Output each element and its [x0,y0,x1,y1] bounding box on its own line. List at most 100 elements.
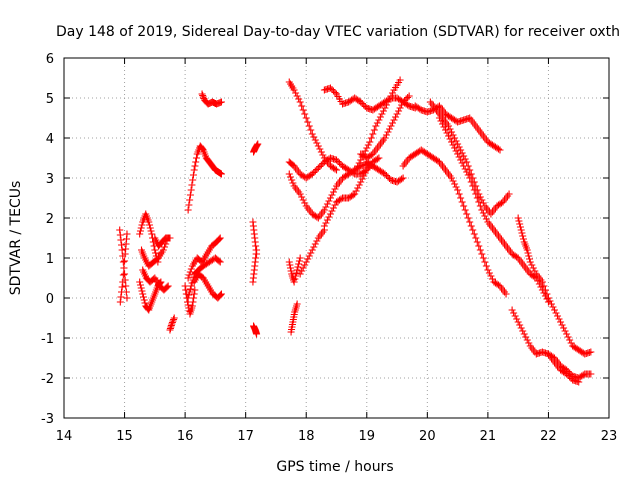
data-point [310,169,318,176]
data-point [192,154,200,162]
data-point [538,278,546,286]
data-point [187,265,195,273]
data-point [385,95,393,103]
series-arc-c5 [184,142,225,214]
data-point [547,300,555,308]
data-point [537,283,545,291]
data-point [375,116,383,124]
data-point [551,306,558,314]
data-point [292,89,300,97]
x-tick-label: 15 [116,429,133,444]
data-point [198,90,206,98]
data-point [469,182,477,190]
data-point [181,282,189,290]
series-arc-i1 [514,214,595,358]
data-point [140,296,148,304]
y-tick-label: 5 [46,92,54,107]
data-point [475,198,483,206]
data-point [253,141,261,149]
data-point [488,275,496,283]
data-point [463,168,471,176]
data-point [479,254,487,262]
data-point [299,264,307,272]
data-point [323,200,331,208]
data-point [435,114,443,122]
data-point [399,174,407,182]
data-point [301,110,309,118]
data-point [302,114,310,122]
data-point [587,348,595,356]
data-point [449,141,457,149]
data-point [470,230,478,238]
data-point [402,95,410,103]
data-point [381,134,389,142]
series-arc-d2 [249,246,261,286]
data-point [123,230,131,238]
data-point [360,101,368,109]
data-point [326,84,334,92]
data-point [485,269,493,277]
data-point [487,272,495,280]
data-point [121,270,129,278]
data-point [446,125,454,133]
data-point [120,264,128,272]
data-point [467,170,475,178]
data-point [376,113,384,121]
data-point [382,101,390,109]
data-point [118,246,126,254]
data-point [253,246,261,254]
data-point [563,370,571,378]
series-arc-a1 [116,226,131,302]
data-point [384,173,392,181]
data-point [168,319,176,326]
data-point [567,339,575,347]
series-arc-h3 [426,98,513,218]
data-point [141,299,149,307]
data-point [531,273,539,281]
data-point [579,371,587,379]
data-point [522,333,530,341]
data-point [310,243,318,251]
data-point [293,300,301,308]
data-point [455,153,463,161]
data-point [457,146,465,154]
data-point [184,274,192,282]
data-point [564,333,572,341]
data-point [463,210,471,218]
data-point [529,264,537,272]
series-arc-b3 [138,234,172,270]
data-point [552,309,560,317]
data-point [479,199,487,207]
data-point [328,86,336,93]
data-point [457,156,465,164]
data-point [293,92,301,100]
data-point [138,221,146,229]
data-point [524,249,532,257]
series-arc-b4 [151,234,174,250]
data-point [294,263,302,271]
series-arc-i3 [544,350,583,386]
data-point [464,171,472,179]
data-point [526,258,534,266]
data-point [323,216,331,224]
data-point [188,302,196,310]
data-point [116,231,124,239]
data-point [549,303,557,311]
series-arc-h1 [411,102,504,154]
data-point [351,190,359,198]
data-point [123,294,131,302]
x-tick-label: 23 [601,429,618,444]
data-point [393,110,401,118]
data-point [333,166,340,174]
data-point [482,215,490,223]
data-point [505,190,513,198]
data-point [334,158,342,165]
series-arc-e2 [285,254,304,286]
data-point [189,171,197,179]
data-point [311,240,319,248]
data-point [516,223,524,231]
series-arc-h2 [399,146,510,298]
data-point [329,87,337,95]
data-point [217,290,225,298]
